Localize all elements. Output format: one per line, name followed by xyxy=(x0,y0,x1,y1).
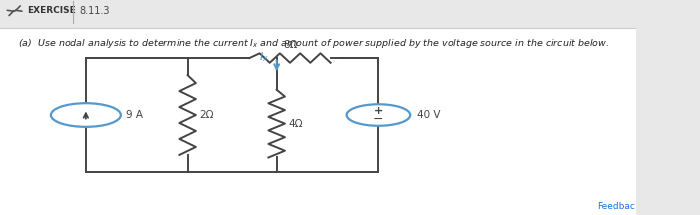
Text: 4Ω: 4Ω xyxy=(288,119,302,129)
Text: 2Ω: 2Ω xyxy=(199,110,214,120)
Text: −: − xyxy=(373,113,384,126)
Text: 9 A: 9 A xyxy=(126,110,143,120)
Text: Feedbac: Feedbac xyxy=(597,202,635,211)
Text: (a)  Use nodal analysis to determine the current $I_x$ and amount of power suppl: (a) Use nodal analysis to determine the … xyxy=(18,37,609,49)
Text: +: + xyxy=(374,106,383,115)
Text: EXERCISE: EXERCISE xyxy=(27,6,76,15)
FancyBboxPatch shape xyxy=(0,28,636,215)
Text: 8Ω: 8Ω xyxy=(283,40,298,50)
Text: $I_x$: $I_x$ xyxy=(259,51,269,64)
Text: 8.11.3: 8.11.3 xyxy=(80,6,110,16)
Text: 40 V: 40 V xyxy=(416,110,440,120)
